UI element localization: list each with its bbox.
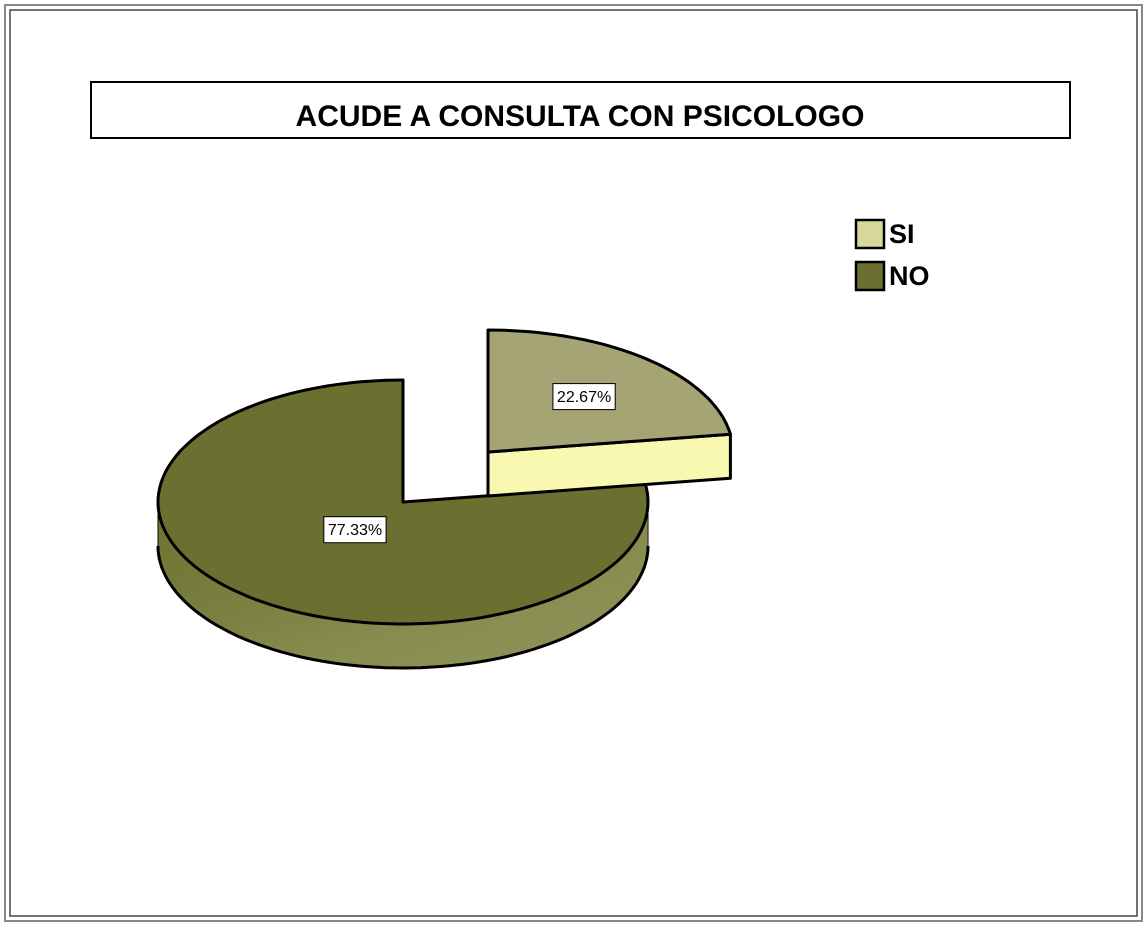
pie-slice — [486, 328, 732, 498]
legend-label: SI — [889, 219, 915, 249]
slice-side-shade — [158, 502, 648, 668]
data-label-box — [323, 516, 387, 544]
data-label-box — [552, 383, 616, 411]
pie-slice — [156, 378, 650, 670]
slice-top — [156, 378, 650, 626]
slice-side-outline — [156, 545, 650, 670]
legend-swatch — [854, 218, 886, 250]
data-label: 77.33% — [328, 522, 382, 539]
chart-title: ACUDE A CONSULTA CON PSICOLOGO — [296, 100, 865, 133]
inner-frame — [9, 9, 1138, 917]
legend-label: NO — [889, 261, 930, 291]
data-label: 22.67% — [557, 389, 611, 406]
legend-swatch — [854, 260, 886, 292]
title-box — [90, 81, 1071, 139]
